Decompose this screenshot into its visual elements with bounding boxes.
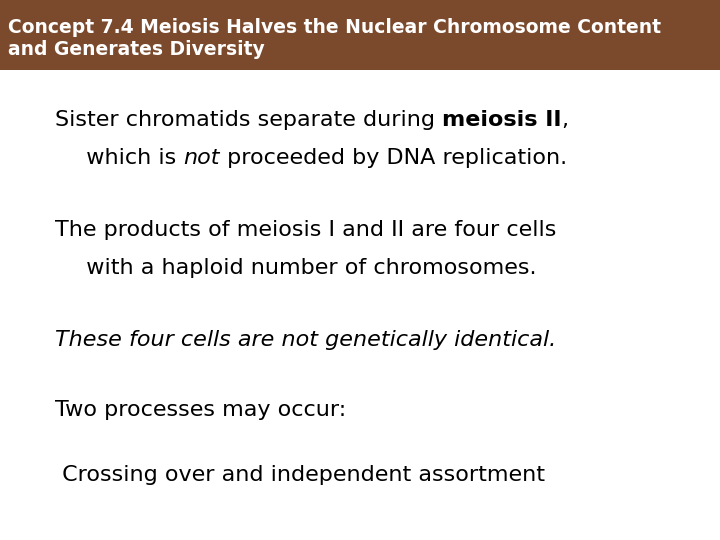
Text: meiosis II: meiosis II <box>442 110 562 130</box>
Text: Sister chromatids separate during: Sister chromatids separate during <box>55 110 442 130</box>
Text: Two processes may occur:: Two processes may occur: <box>55 400 346 420</box>
Text: Concept 7.4 Meiosis Halves the Nuclear Chromosome Content: Concept 7.4 Meiosis Halves the Nuclear C… <box>8 18 661 37</box>
Text: These four cells are not genetically identical.: These four cells are not genetically ide… <box>55 330 557 350</box>
Text: and Generates Diversity: and Generates Diversity <box>8 40 265 59</box>
Bar <box>0 0 720 70</box>
Text: Crossing over and independent assortment: Crossing over and independent assortment <box>55 465 545 485</box>
Text: with a haploid number of chromosomes.: with a haploid number of chromosomes. <box>72 258 536 278</box>
Text: proceeded by DNA replication.: proceeded by DNA replication. <box>220 148 567 168</box>
Text: ,: , <box>562 110 569 130</box>
Text: The products of meiosis I and II are four cells: The products of meiosis I and II are fou… <box>55 220 557 240</box>
Text: not: not <box>184 148 220 168</box>
Text: which is: which is <box>72 148 184 168</box>
